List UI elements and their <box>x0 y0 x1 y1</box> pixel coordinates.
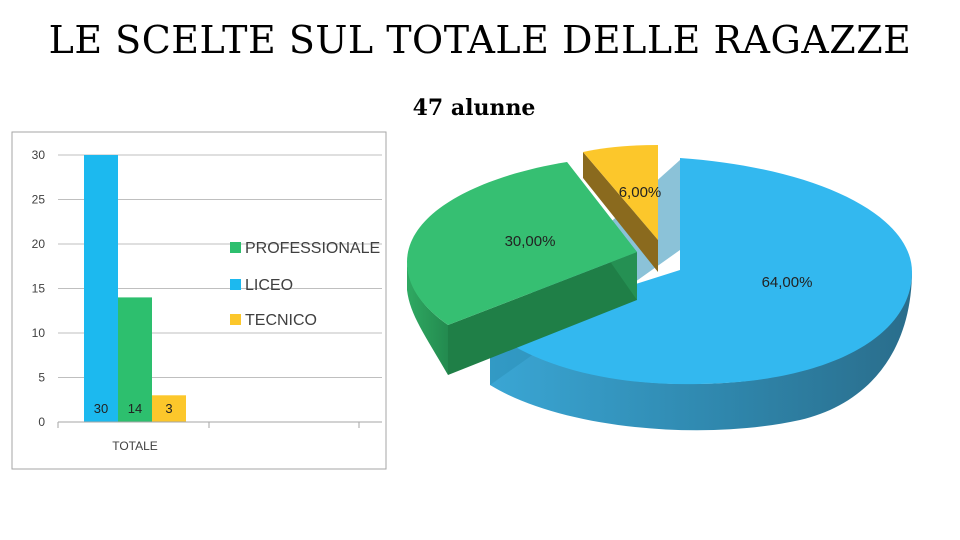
pie-slice-professionale-wall <box>448 252 637 375</box>
pie-label-professionale: 30,00% <box>505 233 556 250</box>
x-category-label: TOTALE <box>112 439 158 453</box>
pie-chart: 64,00% 30,00% 6,00% <box>407 145 912 431</box>
bar-value-label-liceo: 30 <box>94 401 108 416</box>
y-tick-label: 15 <box>32 282 46 296</box>
legend-label-tecnico: TECNICO <box>245 312 317 329</box>
pie-slice-tecnico-top <box>583 145 658 240</box>
legend-label-professionale: PROFESSIONALE <box>245 240 380 257</box>
bar-liceo <box>84 155 118 422</box>
legend: PROFESSIONALE LICEO TECNICO <box>230 240 380 329</box>
y-tick-label: 25 <box>32 193 46 207</box>
y-tick-label: 10 <box>32 326 46 340</box>
slide-title: LE SCELTE SUL TOTALE DELLE RAGAZZE <box>48 18 912 62</box>
pie-slice-liceo-top <box>490 158 912 385</box>
bar-tecnico <box>152 395 186 422</box>
bar-value-label-professionale: 14 <box>128 401 142 416</box>
y-tick-label: 5 <box>38 371 45 385</box>
bar-professionale <box>118 297 152 422</box>
legend-label-liceo: LICEO <box>245 277 293 294</box>
bar-value-label-tecnico: 3 <box>165 401 172 416</box>
y-tick-label: 30 <box>32 148 46 162</box>
pie-slice-tecnico <box>583 145 658 272</box>
pie-label-tecnico: 6,00% <box>619 184 662 201</box>
pie-slice-professionale-side <box>407 262 448 375</box>
pie-slice-professionale-top <box>407 162 637 325</box>
pie-slice-professionale <box>407 162 637 375</box>
bar-chart-frame <box>11 131 387 470</box>
pie-slice-tecnico-wall <box>583 152 658 272</box>
y-tick-label: 0 <box>38 415 45 429</box>
bar-chart: 0 5 10 15 20 25 30 30 14 3 TOTALE PROFESSIONALE … <box>11 131 387 470</box>
legend-swatch-professionale <box>230 242 241 253</box>
legend-swatch-liceo <box>230 279 241 290</box>
pie-label-liceo: 64,00% <box>762 274 813 291</box>
pie-slice-liceo-side <box>490 270 912 431</box>
slide-subtitle: 47 alunne <box>412 95 536 121</box>
legend-swatch-tecnico <box>230 314 241 325</box>
y-tick-label: 20 <box>32 237 46 251</box>
